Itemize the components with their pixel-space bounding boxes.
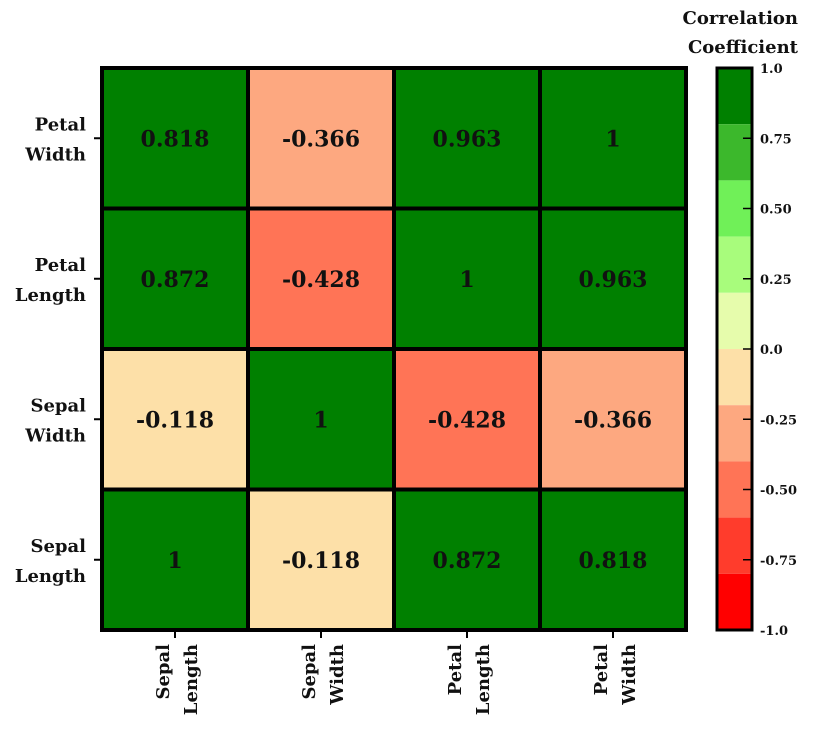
cell-value-label: 0.963	[433, 126, 502, 152]
heatmap-cell	[538, 487, 688, 632]
heatmap-cells	[100, 66, 688, 632]
cell-value-label: -0.366	[282, 126, 360, 152]
x-axis: Sepal Length Sepal Width Petal Length Petal Wid…	[153, 630, 640, 715]
heatmap-cell-labels: 0.818 -0.366 0.963 1 0.872 -0.428 1 0.963 -0.118…	[136, 126, 652, 574]
heatmap-cell	[246, 487, 396, 632]
cell-value-label: -0.118	[136, 407, 214, 433]
cell-value-label: 0.818	[141, 126, 210, 152]
heatmap-cell	[246, 347, 396, 492]
colorbar: 1.0 0.75 0.50 0.25 0.0 -0.25 -0.50 -0.75 -1.0 Cor…	[683, 8, 799, 639]
colorbar-bin	[717, 236, 752, 293]
cell-value-label: 0.963	[579, 267, 648, 293]
colorbar-tick-label: 1.0	[760, 62, 783, 77]
y-tick-label: Petal Length	[15, 255, 86, 306]
x-tick-label: Petal Width	[591, 644, 640, 706]
cell-value-label: 1	[313, 407, 328, 433]
y-tick-label: Sepal Width	[24, 395, 86, 446]
cell-value-label: 1	[167, 548, 182, 574]
cell-value-label: 1	[459, 267, 474, 293]
heatmap-cell	[538, 347, 688, 492]
colorbar-tick-label: 0.75	[760, 132, 792, 147]
colorbar-bin	[717, 573, 752, 630]
cell-value-label: -0.428	[428, 407, 506, 433]
colorbar-bin	[717, 124, 752, 181]
cell-value-label: -0.118	[282, 548, 360, 574]
cell-value-label: 0.818	[579, 548, 648, 574]
heatmap-border	[100, 66, 688, 632]
cell-value-label: -0.428	[282, 267, 360, 293]
cell-value-label: 0.872	[433, 548, 502, 574]
heatmap-cell	[538, 206, 688, 351]
colorbar-bin	[717, 292, 752, 349]
colorbar-bin	[717, 68, 752, 125]
cell-value-label: 0.872	[141, 267, 210, 293]
colorbar-tick-label: -0.25	[760, 413, 797, 428]
colorbar-bin	[717, 405, 752, 462]
colorbar-tick-label: 0.50	[760, 203, 792, 218]
y-tick-label: Petal Width	[24, 114, 86, 165]
cell-value-label: 1	[605, 126, 620, 152]
colorbar-title: Correlation Coefficient	[683, 8, 799, 58]
heatmap-cell	[246, 66, 396, 211]
colorbar-tick-label: 0.0	[760, 343, 783, 358]
colorbar-tick-label: -0.50	[760, 484, 797, 499]
colorbar-tick-label: -0.75	[760, 554, 797, 569]
colorbar-bin	[717, 349, 752, 406]
y-tick-label: Sepal Length	[15, 536, 86, 587]
cell-value-label: -0.366	[574, 407, 652, 433]
y-axis: Petal Width Petal Length Sepal Width Sepal Leng…	[15, 114, 102, 587]
colorbar-tick-label: 0.25	[760, 273, 792, 288]
colorbar-tick-label: -1.0	[760, 624, 788, 639]
x-tick-label: Sepal Width	[299, 644, 348, 706]
heatmap-cell	[246, 206, 396, 351]
colorbar-bin	[717, 517, 752, 574]
x-tick-label: Sepal Length	[153, 644, 202, 715]
x-tick-label: Petal Length	[445, 644, 494, 715]
